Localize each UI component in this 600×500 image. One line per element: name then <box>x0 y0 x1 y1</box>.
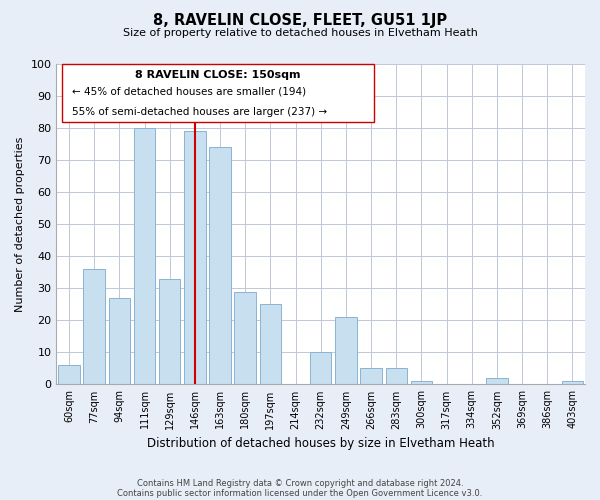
Bar <box>184 132 206 384</box>
Bar <box>361 368 382 384</box>
Text: 8 RAVELIN CLOSE: 150sqm: 8 RAVELIN CLOSE: 150sqm <box>135 70 301 81</box>
Y-axis label: Number of detached properties: Number of detached properties <box>15 136 25 312</box>
Text: Contains HM Land Registry data © Crown copyright and database right 2024.: Contains HM Land Registry data © Crown c… <box>137 478 463 488</box>
FancyBboxPatch shape <box>62 64 374 122</box>
Bar <box>134 128 155 384</box>
Bar <box>159 278 181 384</box>
Bar <box>235 292 256 384</box>
Bar <box>310 352 331 384</box>
Bar <box>386 368 407 384</box>
Bar <box>486 378 508 384</box>
Text: 55% of semi-detached houses are larger (237) →: 55% of semi-detached houses are larger (… <box>72 108 328 118</box>
Text: ← 45% of detached houses are smaller (194): ← 45% of detached houses are smaller (19… <box>72 86 307 97</box>
Text: Size of property relative to detached houses in Elvetham Heath: Size of property relative to detached ho… <box>122 28 478 38</box>
Bar <box>83 269 105 384</box>
Bar <box>335 317 356 384</box>
Bar <box>109 298 130 384</box>
Bar <box>260 304 281 384</box>
Text: 8, RAVELIN CLOSE, FLEET, GU51 1JP: 8, RAVELIN CLOSE, FLEET, GU51 1JP <box>153 12 447 28</box>
Bar <box>562 381 583 384</box>
Bar <box>58 365 80 384</box>
Text: Contains public sector information licensed under the Open Government Licence v3: Contains public sector information licen… <box>118 488 482 498</box>
X-axis label: Distribution of detached houses by size in Elvetham Heath: Distribution of detached houses by size … <box>147 437 494 450</box>
Bar <box>410 381 432 384</box>
Bar <box>209 148 231 384</box>
